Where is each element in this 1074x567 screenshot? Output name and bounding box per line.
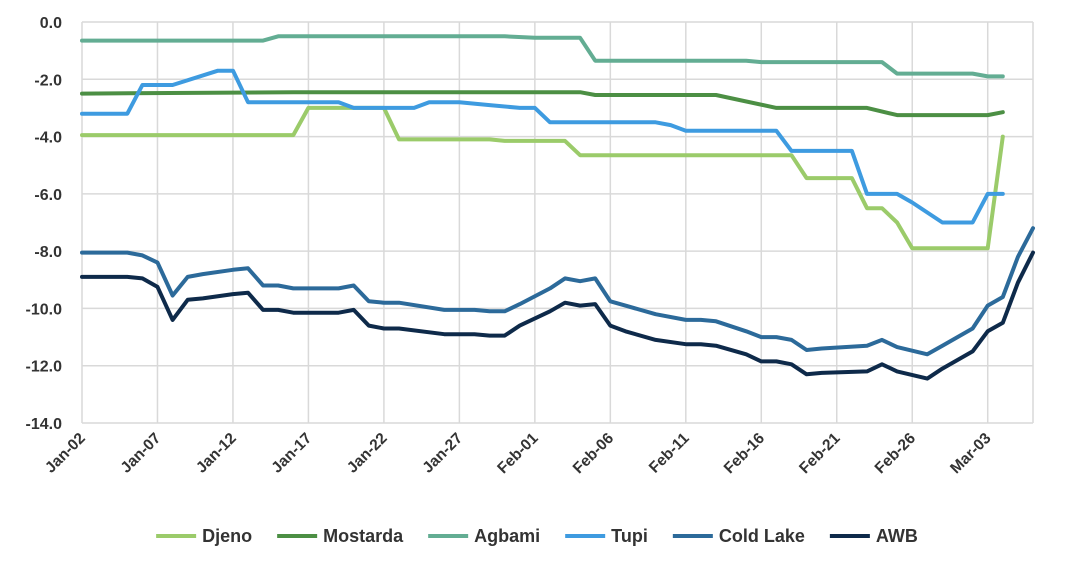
series-line-agbami <box>80 34 1005 79</box>
x-tick-label: Feb-16 <box>721 430 769 478</box>
legend-label: Mostarda <box>323 526 404 546</box>
x-tick-label: Feb-01 <box>494 430 542 478</box>
x-tick-label: Feb-21 <box>796 430 844 478</box>
legend-item: Tupi <box>565 526 648 546</box>
series-line-tupi <box>80 68 1005 225</box>
series-line-cold-lake <box>80 226 1035 357</box>
y-tick-label: -12.0 <box>26 359 63 376</box>
x-tick-label: Mar-03 <box>947 430 995 478</box>
x-tick-label: Jan-17 <box>268 430 315 477</box>
legend-item: Cold Lake <box>672 526 805 546</box>
y-tick-label: 0.0 <box>40 15 62 32</box>
series-lines <box>80 34 1035 381</box>
legend-label: Cold Lake <box>719 526 805 546</box>
series-line-djeno <box>80 105 1005 251</box>
x-tick-label: Jan-07 <box>118 430 165 477</box>
x-axis-tick-labels: Jan-02 Jan-07 Jan-12 Jan-17 Jan-22 Jan-27 Feb-… <box>42 430 995 478</box>
y-tick-label: -4.0 <box>34 130 62 147</box>
y-tick-label: -2.0 <box>34 72 62 89</box>
x-tick-label: Feb-26 <box>872 430 920 478</box>
legend-label: Agbami <box>474 526 540 546</box>
y-tick-label: -14.0 <box>26 416 63 433</box>
legend: Djeno Mostarda Agbami Tupi Cold Lake AWB <box>156 526 918 546</box>
grid-lines <box>81 21 1034 424</box>
y-axis-tick-labels: 0.0 -2.0 -4.0 -6.0 -8.0 -10.0 -12.0 -14.0 <box>26 15 63 433</box>
legend-label: Tupi <box>611 526 648 546</box>
legend-item: Mostarda <box>277 526 404 546</box>
y-tick-label: -6.0 <box>34 187 62 204</box>
y-tick-label: -10.0 <box>26 301 63 318</box>
x-tick-label: Jan-27 <box>419 430 466 477</box>
legend-item: Djeno <box>156 526 252 546</box>
x-tick-label: Jan-02 <box>42 430 89 477</box>
x-tick-label: Feb-11 <box>646 430 693 477</box>
legend-item: Agbami <box>428 526 540 546</box>
x-tick-label: Feb-06 <box>570 430 618 478</box>
legend-label: Djeno <box>202 526 252 546</box>
x-tick-label: Jan-12 <box>193 430 240 477</box>
legend-item: AWB <box>829 526 918 546</box>
x-tick-label: Jan-22 <box>344 430 391 477</box>
y-tick-label: -8.0 <box>34 244 62 261</box>
legend-label: AWB <box>876 526 918 546</box>
series-line-mostarda <box>80 90 1005 118</box>
series-line-awb <box>80 250 1035 381</box>
